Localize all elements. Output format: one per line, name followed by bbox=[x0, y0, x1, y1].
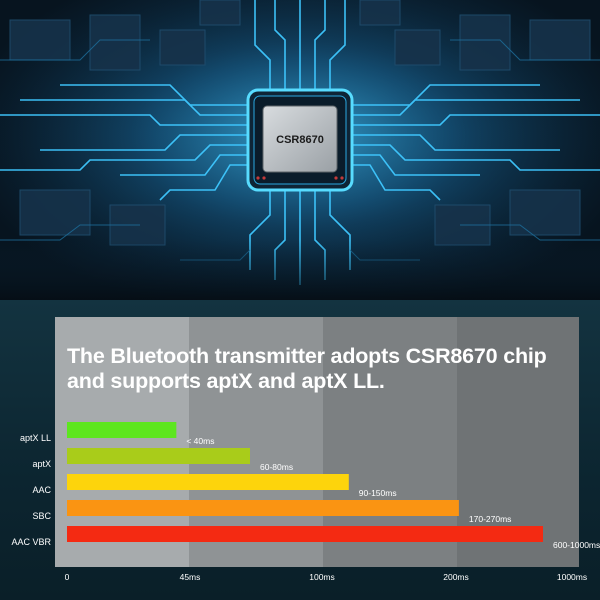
chart-background bbox=[55, 317, 579, 567]
bar-aptx-ll bbox=[67, 422, 177, 438]
x-tick-label: 45ms bbox=[180, 572, 201, 582]
bar-value-label: 600-1000ms bbox=[553, 540, 600, 550]
bar-value-label: 60-80ms bbox=[260, 462, 293, 472]
bar-aac bbox=[67, 474, 349, 490]
category-label: aptX bbox=[32, 459, 51, 469]
chart-zone-45-100 bbox=[189, 317, 323, 567]
latency-chart-panel: The Bluetooth transmitter adopts CSR8670… bbox=[0, 300, 600, 600]
chart-zone-100-200 bbox=[323, 317, 457, 567]
bar-value-label: 90-150ms bbox=[359, 488, 397, 498]
circuit-board-image: CSR8670 bbox=[0, 0, 600, 300]
category-label: SBC bbox=[32, 511, 51, 521]
category-label: aptX LL bbox=[20, 433, 51, 443]
x-tick-label: 200ms bbox=[443, 572, 469, 582]
chart-zone-0-45 bbox=[55, 317, 189, 567]
category-label: AAC VBR bbox=[11, 537, 51, 547]
category-label: AAC bbox=[32, 485, 51, 495]
x-tick-label: 100ms bbox=[309, 572, 335, 582]
latency-bar-chart: aptX LL < 40ms aptX 60-80ms AAC 90-150ms SBC 17… bbox=[11, 422, 600, 582]
circuit-board-illustration: CSR8670 bbox=[0, 0, 600, 300]
x-tick-label: 0 bbox=[65, 572, 70, 582]
bar-aac-vbr bbox=[67, 526, 543, 542]
bar-value-label: 170-270ms bbox=[469, 514, 512, 524]
chip-label: CSR8670 bbox=[276, 134, 324, 146]
bar-value-label: < 40ms bbox=[186, 436, 214, 446]
bar-sbc bbox=[67, 500, 459, 516]
x-tick-label: 1000ms bbox=[557, 572, 587, 582]
bar-aptx bbox=[67, 448, 250, 464]
chart-zone-200-1000 bbox=[457, 317, 579, 567]
chart-title: The Bluetooth transmitter adopts CSR8670… bbox=[67, 344, 547, 393]
